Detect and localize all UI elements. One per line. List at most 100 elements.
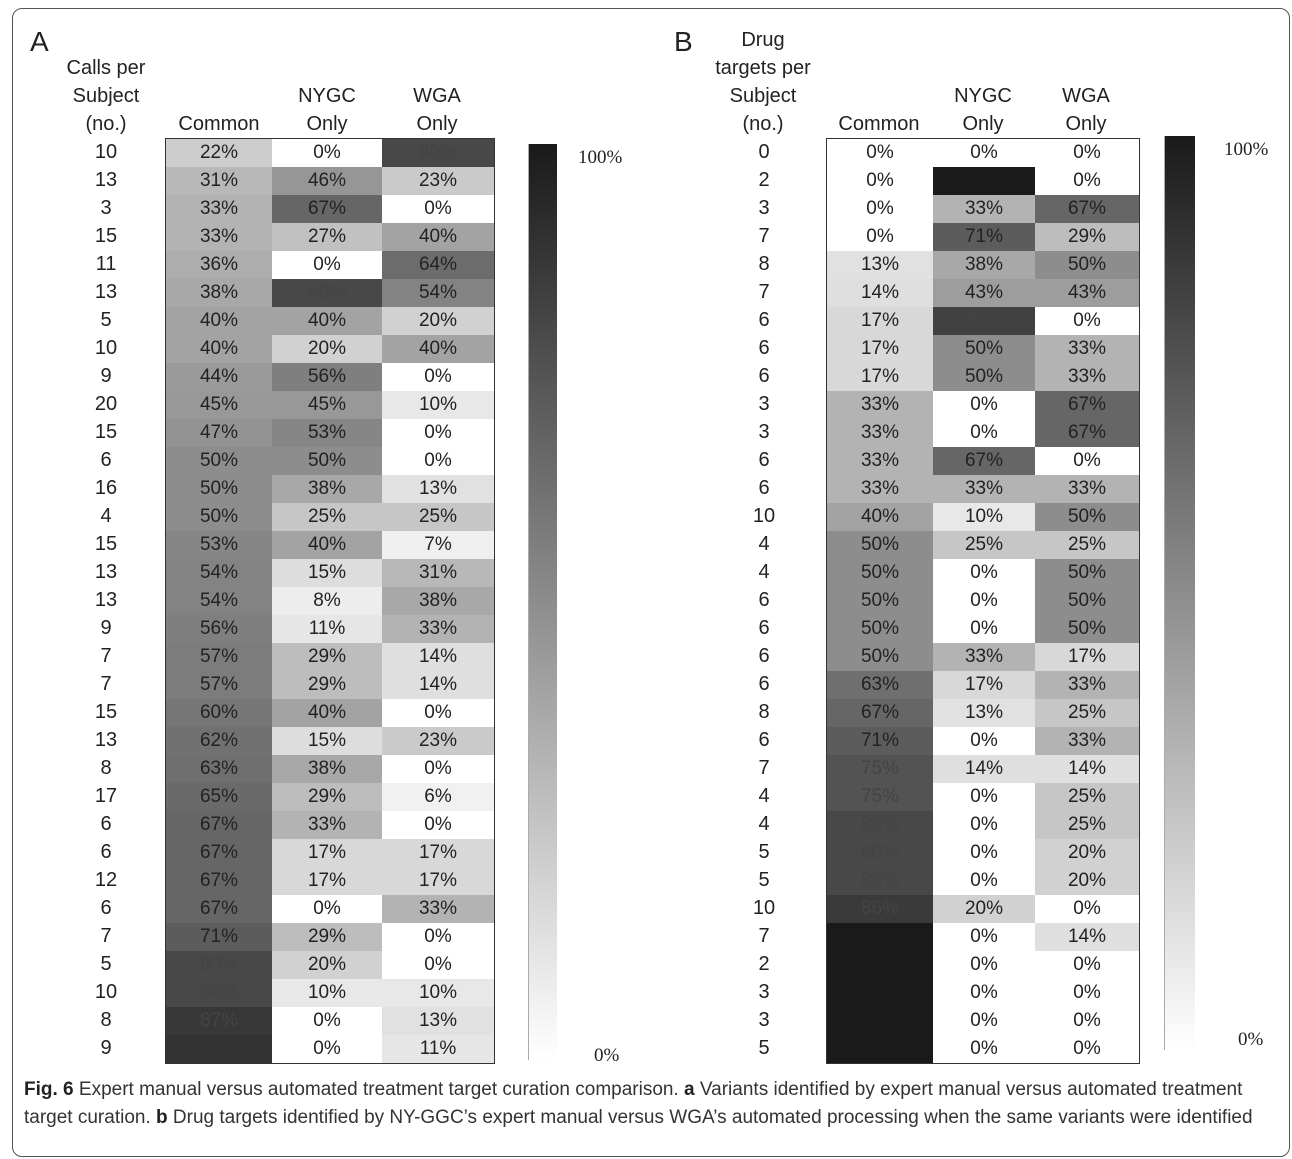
heatmap-cell: 31% bbox=[166, 167, 272, 195]
heatmap-cell: 0% bbox=[827, 223, 933, 251]
heatmap-cell: 0% bbox=[272, 1007, 382, 1035]
heatmap-cell: 0% bbox=[1035, 895, 1139, 923]
heatmap-cell: 17% bbox=[272, 867, 382, 895]
heatmap-cell: 14% bbox=[382, 671, 494, 699]
heatmap-cell: 40% bbox=[272, 531, 382, 559]
heatmap-cell: 17% bbox=[382, 867, 494, 895]
heatmap-cell: 0% bbox=[827, 167, 933, 195]
heatmap-cell: 14% bbox=[827, 279, 933, 307]
row-label: 2 bbox=[758, 169, 770, 191]
heatmap-cell: 45% bbox=[272, 391, 382, 419]
panel-b-colorbar-min: 0% bbox=[1238, 1029, 1264, 1050]
heatmap-cell: 13% bbox=[827, 251, 933, 279]
heatmap-cell: 17% bbox=[827, 335, 933, 363]
heatmap-cell: 80% bbox=[166, 979, 272, 1007]
heatmap-cell: 23% bbox=[382, 167, 494, 195]
heatmap-cell: 50% bbox=[933, 363, 1035, 391]
heatmap-cell: 67% bbox=[1035, 419, 1139, 447]
panel-a-row-header: Calls per Subject (no.) bbox=[66, 57, 146, 135]
heatmap-cell: 0% bbox=[933, 839, 1035, 867]
heatmap-cell: 17% bbox=[1035, 643, 1139, 671]
heatmap-cell: 25% bbox=[933, 531, 1035, 559]
heatmap-cell: 50% bbox=[166, 503, 272, 531]
heatmap-cell: 67% bbox=[1035, 391, 1139, 419]
heatmap-cell: 50% bbox=[827, 643, 933, 671]
heatmap-cell: 13% bbox=[382, 1007, 494, 1035]
heatmap-cell: 54% bbox=[166, 559, 272, 587]
heatmap-cell: 71% bbox=[933, 223, 1035, 251]
heatmap-cell: 33% bbox=[827, 419, 933, 447]
heatmap-cell: 25% bbox=[1035, 531, 1139, 559]
row-label: 6 bbox=[758, 617, 770, 639]
row-label: 3 bbox=[758, 1009, 770, 1031]
row-label: 2 bbox=[758, 953, 770, 975]
heatmap-cell: 71% bbox=[827, 727, 933, 755]
heatmap-cell: 44% bbox=[166, 363, 272, 391]
heatmap-cell: 65% bbox=[166, 783, 272, 811]
heatmap-cell: 50% bbox=[166, 447, 272, 475]
heatmap-cell: 38% bbox=[272, 755, 382, 783]
figure-frame bbox=[12, 8, 1290, 1157]
heatmap-cell: 33% bbox=[166, 223, 272, 251]
heatmap-cell: 60% bbox=[166, 699, 272, 727]
heatmap-cell: 22% bbox=[166, 139, 272, 167]
heatmap-cell: 36% bbox=[166, 251, 272, 279]
panel-b-col-header-wga: WGA Only bbox=[1062, 85, 1110, 135]
heatmap-cell: 46% bbox=[272, 167, 382, 195]
heatmap-cell: 67% bbox=[166, 811, 272, 839]
heatmap-cell: 50% bbox=[1035, 587, 1139, 615]
heatmap-cell: 87% bbox=[166, 1007, 272, 1035]
heatmap-cell: 0% bbox=[933, 923, 1035, 951]
heatmap-cell: 45% bbox=[166, 391, 272, 419]
panel-a-col-header-nygc: NYGC Only bbox=[298, 85, 356, 135]
heatmap-cell: 50% bbox=[166, 475, 272, 503]
heatmap-cell: 33% bbox=[166, 195, 272, 223]
heatmap-cell: 33% bbox=[827, 391, 933, 419]
heatmap-cell: 33% bbox=[382, 895, 494, 923]
heatmap-cell: 0% bbox=[933, 615, 1035, 643]
panel-a-colorbar-max: 100% bbox=[578, 147, 623, 168]
panel-a-col-header-wga: WGA Only bbox=[413, 85, 461, 135]
caption-b-letter: b bbox=[156, 1107, 168, 1128]
heatmap-cell: 67% bbox=[272, 195, 382, 223]
row-label: 17 bbox=[94, 785, 118, 807]
figure-caption: Fig. 6 Expert manual versus automated tr… bbox=[24, 1076, 1268, 1132]
heatmap-cell: 0% bbox=[933, 951, 1035, 979]
row-label: 6 bbox=[100, 449, 112, 471]
heatmap-cell: 0% bbox=[382, 363, 494, 391]
heatmap-cell: 0% bbox=[1035, 951, 1139, 979]
heatmap-cell: 23% bbox=[382, 727, 494, 755]
heatmap-cell: 67% bbox=[166, 839, 272, 867]
heatmap-cell: 80% bbox=[382, 139, 494, 167]
heatmap-cell: 40% bbox=[272, 699, 382, 727]
heatmap-cell: 40% bbox=[827, 503, 933, 531]
heatmap-cell: 0% bbox=[933, 1007, 1035, 1035]
row-label: 13 bbox=[94, 589, 118, 611]
heatmap-cell: 63% bbox=[827, 671, 933, 699]
row-label: 10 bbox=[752, 505, 776, 527]
heatmap-cell: 50% bbox=[1035, 559, 1139, 587]
heatmap-cell: 29% bbox=[272, 923, 382, 951]
heatmap-cell: 20% bbox=[382, 307, 494, 335]
heatmap-cell: 40% bbox=[382, 335, 494, 363]
heatmap-cell: 50% bbox=[1035, 503, 1139, 531]
row-label: 6 bbox=[100, 813, 112, 835]
heatmap-cell: 0% bbox=[1035, 139, 1139, 167]
row-label: 4 bbox=[758, 785, 770, 807]
heatmap-cell: 15% bbox=[272, 727, 382, 755]
heatmap-cell: 38% bbox=[933, 251, 1035, 279]
heatmap-cell: 33% bbox=[827, 475, 933, 503]
heatmap-cell: 0% bbox=[272, 1035, 382, 1063]
caption-b-text: Drug targets identified by NY-GGC’s expe… bbox=[167, 1107, 1253, 1128]
heatmap-cell: 40% bbox=[272, 307, 382, 335]
heatmap-cell bbox=[827, 1035, 933, 1063]
heatmap-cell: 80% bbox=[827, 811, 933, 839]
panel-b-colorbar bbox=[1164, 136, 1195, 1050]
heatmap-cell: 0% bbox=[933, 1035, 1035, 1063]
heatmap-cell: 80% bbox=[827, 867, 933, 895]
row-label: 15 bbox=[94, 225, 118, 247]
row-label: 11 bbox=[95, 253, 117, 275]
heatmap-cell: 50% bbox=[933, 335, 1035, 363]
row-label: 6 bbox=[758, 477, 770, 499]
heatmap-cell: 0% bbox=[933, 811, 1035, 839]
